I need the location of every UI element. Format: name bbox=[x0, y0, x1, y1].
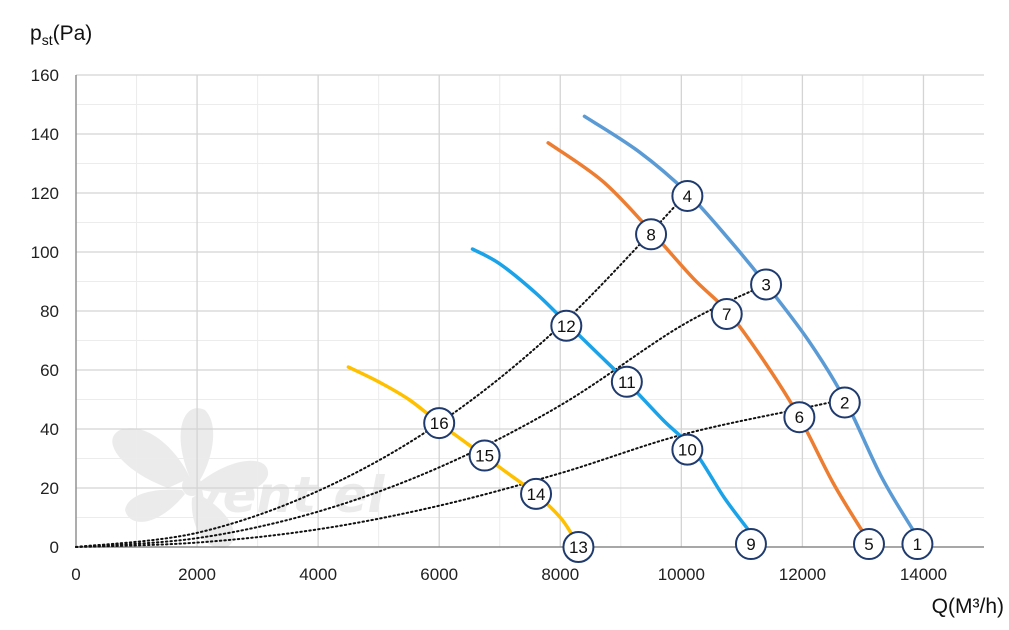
point-marker-circle bbox=[423, 407, 456, 440]
y-tick-label: 140 bbox=[31, 125, 59, 144]
point-marker-label: 4 bbox=[683, 187, 692, 206]
y-tick-label: 20 bbox=[40, 479, 59, 498]
system-curves bbox=[75, 192, 846, 548]
system-curve-line bbox=[75, 283, 768, 548]
point-marker-circle bbox=[610, 365, 643, 398]
point-marker-label: 7 bbox=[722, 305, 731, 324]
point-marker-label: 13 bbox=[569, 538, 588, 557]
fan-curves bbox=[346, 114, 917, 537]
point-marker-label: 16 bbox=[430, 414, 449, 433]
y-tick-label: 60 bbox=[40, 361, 59, 380]
point-marker-label: 11 bbox=[618, 373, 636, 392]
system-curve-line bbox=[75, 398, 846, 548]
point-marker: 7 bbox=[710, 297, 743, 330]
point-marker: 6 bbox=[783, 401, 816, 434]
point-marker: 8 bbox=[635, 218, 668, 251]
x-tick-label: 4000 bbox=[299, 565, 337, 584]
point-marker: 2 bbox=[828, 386, 861, 419]
y-tick-labels: 0 20 40 60 80 100 120 140 160 bbox=[31, 66, 59, 557]
x-tick-label: 0 bbox=[71, 565, 80, 584]
point-marker: 13 bbox=[562, 531, 595, 563]
point-marker: 15 bbox=[468, 439, 501, 472]
point-marker-label: 12 bbox=[557, 317, 576, 336]
point-marker-label: 8 bbox=[646, 225, 655, 244]
point-marker: 3 bbox=[750, 268, 783, 301]
y-axis-title: pst(Pa) bbox=[30, 22, 92, 48]
y-axis-title-unit: (Pa) bbox=[53, 22, 93, 45]
point-marker-circle bbox=[734, 528, 767, 561]
point-marker-circle bbox=[520, 477, 553, 510]
point-marker-circle bbox=[635, 218, 668, 251]
point-marker-label: 3 bbox=[761, 275, 770, 294]
point-marker-circle bbox=[852, 528, 885, 561]
point-marker-circle bbox=[750, 268, 783, 301]
point-marker: 12 bbox=[550, 309, 583, 342]
x-tick-labels: 0 2000 4000 6000 8000 10000 12000 14000 bbox=[71, 565, 947, 584]
point-marker-label: 2 bbox=[840, 393, 849, 412]
point-marker: 10 bbox=[671, 433, 704, 466]
point-marker-label: 6 bbox=[795, 408, 804, 427]
point-marker: 9 bbox=[734, 528, 767, 561]
y-tick-label: 100 bbox=[31, 243, 59, 262]
y-tick-label: 40 bbox=[40, 420, 59, 439]
plot-grid bbox=[76, 74, 984, 547]
point-marker-label: 9 bbox=[746, 535, 755, 554]
point-marker: 16 bbox=[423, 407, 456, 440]
point-marker-label: 10 bbox=[678, 441, 697, 460]
watermark-text-vent: vent el bbox=[190, 466, 385, 524]
x-tick-label: 14000 bbox=[900, 565, 947, 584]
point-marker-circle bbox=[562, 531, 595, 563]
point-marker: 4 bbox=[671, 179, 704, 212]
point-marker-label: 15 bbox=[475, 447, 494, 466]
y-tick-label: 160 bbox=[31, 66, 59, 85]
point-marker-circle bbox=[828, 386, 861, 419]
point-marker-circle bbox=[550, 309, 583, 342]
point-marker-label: 1 bbox=[913, 535, 922, 554]
fan-curve-line bbox=[546, 141, 865, 534]
point-marker: 14 bbox=[520, 477, 553, 510]
point-marker-circle bbox=[671, 179, 704, 212]
plot-axes bbox=[75, 75, 984, 548]
point-marker: 11 bbox=[610, 365, 643, 398]
point-marker-label: 14 bbox=[527, 485, 546, 504]
point-marker-label: 5 bbox=[864, 535, 873, 554]
y-tick-label: 120 bbox=[31, 184, 59, 203]
x-axis-title: Q(M³/h) bbox=[932, 595, 1004, 618]
x-tick-label: 10000 bbox=[658, 565, 705, 584]
point-marker-circle bbox=[710, 297, 743, 330]
y-axis-title-main: p bbox=[30, 22, 42, 45]
point-marker-circle bbox=[783, 401, 816, 434]
x-tick-label: 2000 bbox=[178, 565, 216, 584]
y-tick-label: 80 bbox=[40, 302, 59, 321]
point-marker-circle bbox=[901, 528, 934, 561]
point-marker: 5 bbox=[852, 528, 885, 561]
point-marker: 1 bbox=[901, 528, 934, 561]
y-axis-title-subscript: st bbox=[42, 32, 53, 48]
x-tick-label: 12000 bbox=[779, 565, 826, 584]
point-marker-circle bbox=[671, 433, 704, 466]
y-tick-label: 0 bbox=[50, 538, 59, 557]
x-tick-label: 8000 bbox=[541, 565, 579, 584]
fan-curve-line bbox=[582, 114, 917, 534]
point-marker-circle bbox=[468, 439, 501, 472]
x-tick-label: 6000 bbox=[420, 565, 458, 584]
system-curve-line bbox=[75, 192, 689, 548]
fan-curve-line bbox=[470, 247, 750, 532]
